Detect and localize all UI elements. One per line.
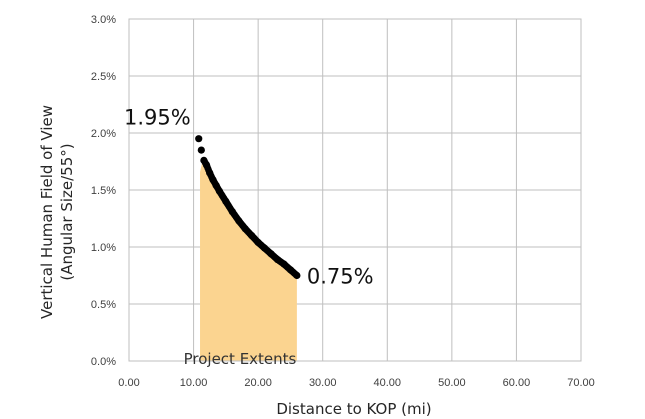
x-tick-label: 60.00 [503, 377, 531, 389]
plot-border [128, 18, 582, 362]
data-point [195, 135, 203, 143]
y-tick-label: 1.5% [91, 185, 116, 197]
project-extents-area [200, 157, 297, 361]
project-extents-region [200, 157, 297, 361]
x-tick-label: 20.00 [244, 377, 272, 389]
x-axis-title: Distance to KOP (mi) [276, 400, 431, 418]
data-point [197, 146, 205, 154]
y-tick-labels: 0.0% 0.5% 1.0% 1.5% 2.0% 2.5% 3.0% [91, 14, 116, 368]
x-tick-label: 30.00 [309, 377, 337, 389]
x-tick-labels: 0.00 10.00 20.00 30.00 40.00 50.00 60.00 70.00 [118, 377, 594, 389]
grid [128, 18, 582, 362]
x-tick-label: 70.00 [567, 377, 595, 389]
x-tick-label: 40.00 [374, 377, 402, 389]
y-tick-label: 2.5% [91, 71, 116, 83]
annotations: 1.95% 0.75% [124, 106, 374, 289]
y-axis-title-line2: (Angular Size/55°) [58, 143, 76, 280]
x-tick-label: 10.00 [180, 377, 208, 389]
region-label: Project Extents [184, 350, 297, 368]
y-tick-label: 2.0% [91, 128, 116, 140]
data-series [195, 135, 301, 280]
x-tick-label: 50.00 [438, 377, 466, 389]
annotation-end-value: 0.75% [307, 265, 374, 289]
annotation-start-value: 1.95% [124, 106, 191, 130]
y-tick-label: 1.0% [91, 242, 116, 254]
y-axis-title: Vertical Human Field of View [38, 105, 56, 319]
x-tick-label: 0.00 [118, 377, 139, 389]
y-tick-label: 3.0% [91, 14, 116, 26]
data-point [292, 271, 300, 279]
y-tick-label: 0.0% [91, 356, 116, 368]
y-tick-label: 0.5% [91, 299, 116, 311]
